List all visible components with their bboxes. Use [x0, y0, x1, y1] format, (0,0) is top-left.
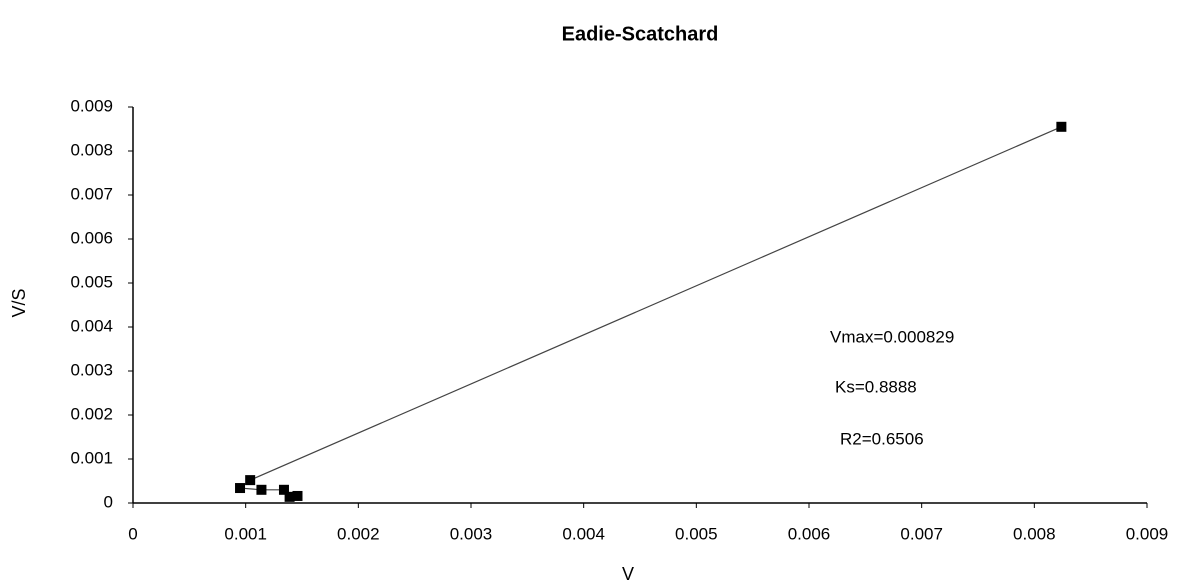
y-tick-label: 0.007: [70, 184, 113, 203]
trend-line: [238, 126, 1062, 498]
point: [278, 484, 289, 495]
point: [292, 490, 303, 501]
annotation: Ks=0.8888: [835, 377, 917, 396]
x-tick-label: 0.001: [224, 524, 267, 543]
chart-title: Eadie-Scatchard: [562, 23, 719, 45]
point: [1056, 121, 1067, 132]
y-tick-label: 0.001: [70, 448, 113, 467]
x-tick-label: 0.008: [1013, 524, 1056, 543]
x-tick-label: 0.007: [900, 524, 943, 543]
y-tick-label: 0.009: [70, 96, 113, 115]
x-axis-label: V: [622, 564, 634, 584]
annotation: R2=0.6506: [840, 429, 924, 448]
point: [256, 484, 267, 495]
y-tick-label: 0.002: [70, 404, 113, 423]
x-tick-label: 0.003: [450, 524, 493, 543]
x-tick-label: 0.002: [337, 524, 380, 543]
y-tick-label: 0: [104, 492, 113, 511]
annotation: Vmax=0.000829: [830, 327, 954, 346]
x-tick-label: 0.004: [562, 524, 605, 543]
y-tick-label: 0.004: [70, 316, 113, 335]
y-tick-label: 0.003: [70, 360, 113, 379]
y-tick-label: 0.006: [70, 228, 113, 247]
point: [235, 483, 246, 494]
point: [284, 491, 295, 502]
y-tick-label: 0.005: [70, 272, 113, 291]
y-tick-label: 0.008: [70, 140, 113, 159]
x-tick-label: 0.009: [1126, 524, 1169, 543]
point: [245, 475, 256, 486]
y-axis-label: V/S: [9, 288, 29, 317]
x-tick-label: 0.006: [788, 524, 831, 543]
x-tick-label: 0.005: [675, 524, 718, 543]
x-tick-label: 0: [128, 524, 137, 543]
